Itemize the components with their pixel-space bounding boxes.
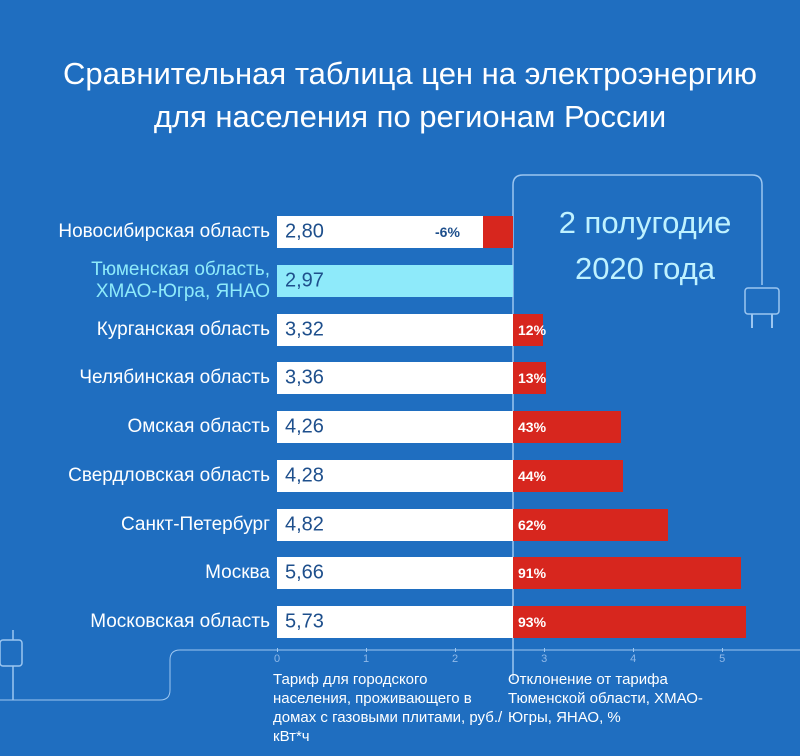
tick-mark bbox=[633, 648, 635, 652]
deviation-label: 12% bbox=[518, 321, 547, 338]
deviation-label: 62% bbox=[518, 516, 547, 533]
bar bbox=[277, 313, 513, 346]
deviation-bar bbox=[513, 362, 546, 395]
tick-mark bbox=[722, 648, 724, 652]
category-label: Санкт-Петербург bbox=[120, 513, 270, 535]
deviation-label: 13% bbox=[518, 370, 547, 387]
bar bbox=[277, 362, 513, 395]
deviation-bar bbox=[513, 411, 621, 443]
category-label: Курганская область bbox=[96, 318, 270, 340]
value-label: 2,80 bbox=[285, 220, 324, 243]
bar bbox=[277, 459, 513, 492]
value-label: 3,32 bbox=[285, 318, 324, 340]
value-label: 4,82 bbox=[285, 513, 324, 535]
deviation-bar bbox=[513, 459, 623, 492]
bar bbox=[277, 557, 513, 590]
tick-mark bbox=[544, 648, 546, 652]
legend-label: Отклонение от тарифа Тюменской области, … bbox=[508, 671, 703, 726]
title: Сравнительная таблица цен на электроэнер… bbox=[62, 56, 757, 91]
deviation-label: 43% bbox=[518, 419, 547, 435]
value-label: 3,36 bbox=[285, 366, 324, 389]
x-tick-label: 1 bbox=[362, 653, 370, 665]
category-label: Новосибирская область bbox=[58, 221, 270, 242]
deviation-bar bbox=[483, 216, 513, 248]
deviation-bar bbox=[513, 508, 668, 541]
deviation-label: 93% bbox=[518, 614, 547, 630]
bar bbox=[277, 606, 513, 638]
bar bbox=[277, 264, 513, 297]
tick-mark bbox=[277, 648, 278, 652]
value-label: 2,97 bbox=[285, 269, 324, 292]
x-tick-label: 3 bbox=[541, 653, 548, 665]
category-label: Москва bbox=[205, 562, 270, 584]
category-label: Московская область bbox=[90, 611, 270, 632]
category-label: Омская область bbox=[127, 416, 270, 437]
value-label: 5,66 bbox=[285, 561, 324, 584]
bar bbox=[277, 411, 513, 443]
category-label: Челябинская область bbox=[79, 367, 270, 389]
deviation-label: 44% bbox=[518, 467, 547, 484]
legend-label: Тариф для городского населения, проживаю… bbox=[273, 671, 503, 745]
title: для населения по регионам России bbox=[153, 99, 667, 134]
annotation: 2 полугодие 2020 года bbox=[558, 205, 732, 286]
value-label: 5,73 bbox=[285, 610, 324, 633]
deviation-label: -6% bbox=[435, 224, 460, 240]
category-label: Свердловская область bbox=[68, 464, 270, 486]
bar bbox=[277, 216, 513, 248]
category-label: Тюменская область, ХМАО-Югра, ЯНАО bbox=[91, 258, 270, 302]
x-tick-label: 4 bbox=[630, 653, 637, 665]
value-label: 4,26 bbox=[285, 415, 324, 438]
deviation-bar bbox=[513, 313, 543, 346]
tick-mark bbox=[455, 648, 457, 652]
x-tick-label: 0 bbox=[273, 653, 281, 665]
value-label: 4,28 bbox=[285, 464, 324, 487]
deviation-bar bbox=[513, 557, 741, 590]
bar bbox=[277, 508, 513, 541]
x-tick-label: 5 bbox=[719, 653, 726, 665]
x-tick-label: 2 bbox=[452, 653, 459, 665]
deviation-label: 91% bbox=[518, 565, 547, 582]
tick-mark bbox=[366, 648, 368, 652]
deviation-bar bbox=[513, 606, 746, 638]
